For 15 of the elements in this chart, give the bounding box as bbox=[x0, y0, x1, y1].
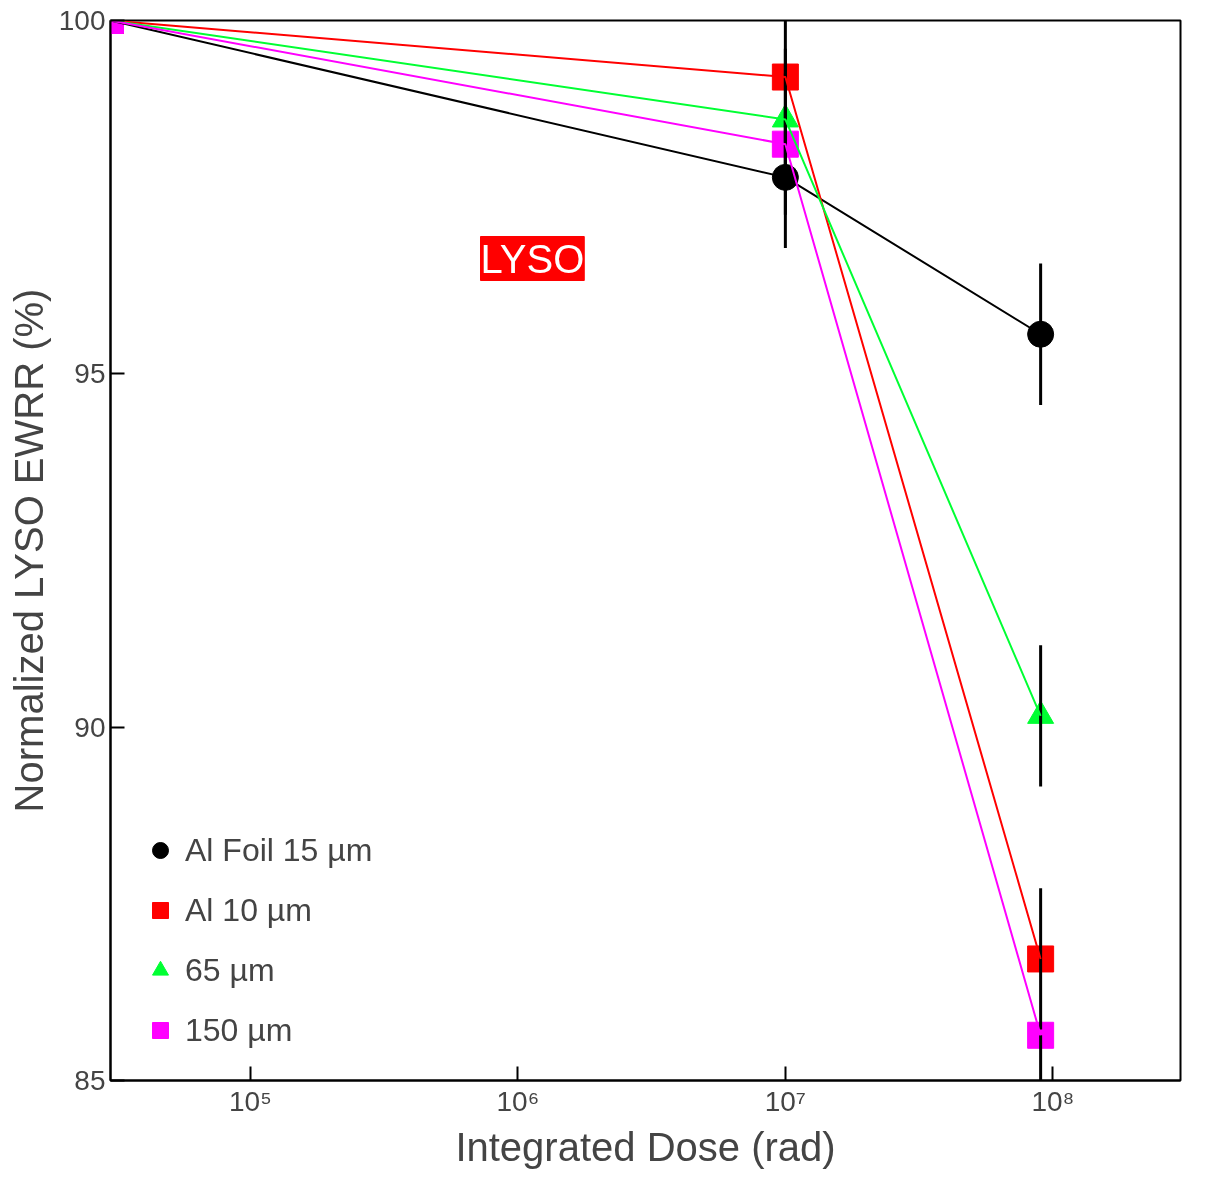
y-axis-title: Normalized LYSO EWRR (%) bbox=[6, 288, 51, 813]
annotation: LYSO bbox=[480, 236, 585, 281]
y-tick-label: 90 bbox=[74, 711, 106, 743]
x-axis-title: Integrated Dose (rad) bbox=[455, 1124, 836, 1169]
legend-label: 150 µm bbox=[185, 1011, 293, 1049]
legend-label: Al Foil 15 µm bbox=[185, 831, 373, 869]
x-tick-label: 10⁵ bbox=[228, 1085, 272, 1117]
y-tick-label: 100 bbox=[58, 5, 106, 36]
legend-label: 65 µm bbox=[185, 951, 275, 989]
x-tick-label: 10⁶ bbox=[496, 1085, 540, 1117]
y-tick-label: 85 bbox=[74, 1065, 106, 1096]
x-tick-label: 10⁸ bbox=[1031, 1085, 1075, 1117]
y-tick-label: 95 bbox=[74, 358, 106, 390]
x-tick-label: 10⁷ bbox=[764, 1085, 807, 1117]
legend-label: Al 10 µm bbox=[185, 891, 312, 929]
